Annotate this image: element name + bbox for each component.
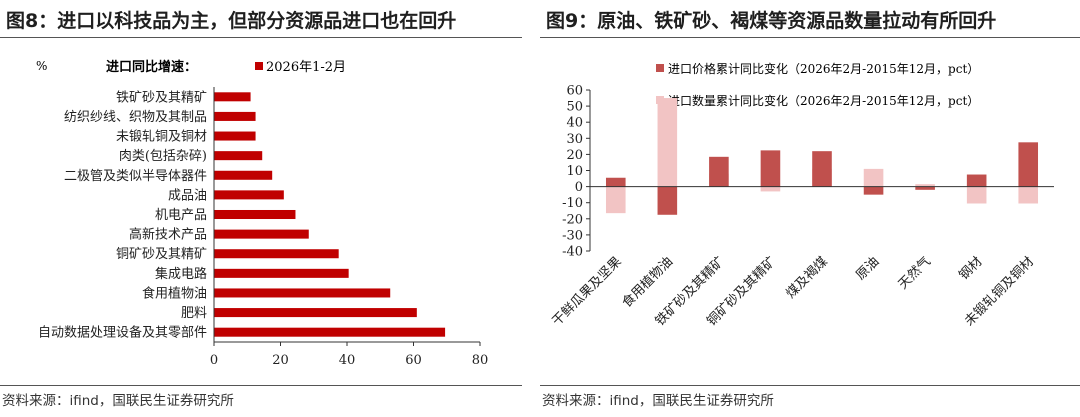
- left-legend-swatch: [255, 62, 263, 70]
- left-bar-1: [214, 92, 251, 102]
- price-bar-9: [1018, 142, 1039, 187]
- left-bar-8: [214, 229, 309, 239]
- right-category-label-1: 干鲜瓜果及坚果: [550, 254, 625, 329]
- right-figure-panel: 图9：原油、铁矿砂、褐煤等资源品数量拉动有所回升 进口价格累计同比变化（2026…: [540, 0, 1080, 417]
- volume-bar-2: [657, 98, 678, 187]
- right-y-tick-label-8: -10: [562, 196, 583, 211]
- right-y-tick-label-7: 0: [575, 180, 583, 195]
- left-category-label-9: 铜矿砂及其精矿: [116, 247, 207, 262]
- price-bar-8: [966, 174, 987, 187]
- price-bar-2: [657, 186, 678, 215]
- left-x-tick-label-5: 80: [472, 353, 489, 368]
- right-figure-title: 图9：原油、铁矿砂、褐煤等资源品数量拉动有所回升: [546, 10, 997, 32]
- left-unit-label: %: [36, 59, 47, 73]
- left-figure-title: 图8：进口以科技品为主，但部分资源品进口也在回升: [6, 10, 457, 32]
- left-category-label-2: 纺织纱线、织物及其制品: [64, 110, 207, 125]
- left-bar-9: [214, 249, 339, 259]
- right-y-tick-label-5: 20: [566, 148, 583, 163]
- right-legend-label-price: 进口价格累计同比变化（2026年2月-2015年12月，pct）: [668, 61, 979, 76]
- right-y-tick-label-4: 30: [566, 132, 583, 147]
- left-source-rule: [0, 385, 522, 386]
- right-category-label-7: 天然气: [895, 254, 934, 293]
- price-bar-4: [760, 150, 781, 187]
- price-bar-5: [812, 151, 832, 187]
- left-x-tick-label-2: 20: [272, 353, 289, 368]
- left-category-label-8: 高新技术产品: [129, 227, 207, 243]
- right-y-tick-label-11: -40: [562, 245, 583, 260]
- price-bar-1: [605, 177, 626, 187]
- left-category-label-1: 铁矿砂及其精矿: [116, 90, 207, 105]
- left-category-label-10: 集成电路: [155, 266, 207, 282]
- left-figure-panel: 图8：进口以科技品为主，但部分资源品进口也在回升 % 进口同比增速： 2026年…: [0, 0, 522, 417]
- left-bar-11: [214, 288, 391, 298]
- right-y-tick-label-9: -20: [562, 212, 583, 227]
- left-legend-label: 2026年1-2月: [266, 60, 346, 75]
- right-category-label-6: 原油: [853, 254, 882, 283]
- left-x-tick-label-1: 0: [210, 353, 218, 368]
- left-bar-4: [214, 151, 263, 161]
- right-source-rule: [540, 385, 1080, 386]
- left-x-tick-label-3: 40: [339, 353, 356, 368]
- left-bar-13: [214, 327, 446, 337]
- left-category-label-6: 成品油: [168, 188, 207, 203]
- price-bar-3: [709, 156, 729, 187]
- left-category-label-7: 机电产品: [155, 208, 207, 223]
- left-category-label-5: 二极管及类似半导体器件: [64, 169, 207, 184]
- right-source-note: 资料来源：ifind，国联民生证券研究所: [542, 393, 774, 409]
- price-bar-7: [915, 186, 935, 190]
- left-bar-5: [214, 170, 273, 180]
- left-category-label-3: 未锻轧铜及铜材: [116, 130, 207, 145]
- left-category-label-12: 肥料: [181, 306, 207, 321]
- right-y-tick-label-6: 10: [566, 164, 583, 179]
- right-category-label-2: 食用植物油: [619, 254, 676, 311]
- left-bar-2: [214, 111, 256, 121]
- right-y-tick-label-1: 60: [566, 84, 583, 99]
- left-title-rule: [0, 37, 522, 38]
- right-y-tick-label-10: -30: [562, 228, 583, 243]
- left-bar-7: [214, 209, 296, 220]
- volume-bar-8: [966, 186, 987, 204]
- left-source-note: 资料来源：ifind，国联民生证券研究所: [2, 393, 234, 409]
- right-bar-chart: 进口价格累计同比变化（2026年2月-2015年12月，pct） 进口数量累计同…: [550, 61, 1054, 329]
- volume-bar-6: [863, 168, 884, 187]
- right-y-tick-label-3: 40: [566, 116, 583, 131]
- left-category-label-4: 肉类(包括杂碎): [119, 149, 207, 164]
- right-legend-label-volume: 进口数量累计同比变化（2026年2月-2015年12月，pct）: [668, 93, 979, 108]
- volume-bar-1: [605, 186, 626, 214]
- left-bar-10: [214, 268, 349, 278]
- left-category-label-11: 食用植物油: [142, 285, 207, 301]
- right-title-rule: [540, 37, 1080, 38]
- left-x-tick-label-4: 60: [405, 353, 422, 368]
- left-bar-chart: % 进口同比增速： 2026年1-2月 铁矿砂及其精矿纺织纱线、织物及其制品未锻…: [36, 59, 489, 368]
- left-measure-label: 进口同比增速：: [106, 59, 197, 75]
- left-bar-12: [214, 308, 417, 318]
- left-bar-6: [214, 190, 284, 200]
- right-category-label-5: 煤及褐煤: [783, 254, 830, 301]
- left-bar-3: [214, 131, 256, 141]
- price-bar-6: [863, 186, 884, 195]
- volume-bar-9: [1018, 186, 1039, 204]
- right-category-label-8: 钢材: [956, 254, 985, 283]
- right-y-tick-label-2: 50: [566, 100, 583, 115]
- left-category-label-13: 自动数据处理设备及其零部件: [38, 325, 207, 341]
- right-legend-swatch-price: [656, 64, 664, 72]
- volume-bar-7: [915, 184, 935, 187]
- volume-bar-4: [760, 186, 781, 192]
